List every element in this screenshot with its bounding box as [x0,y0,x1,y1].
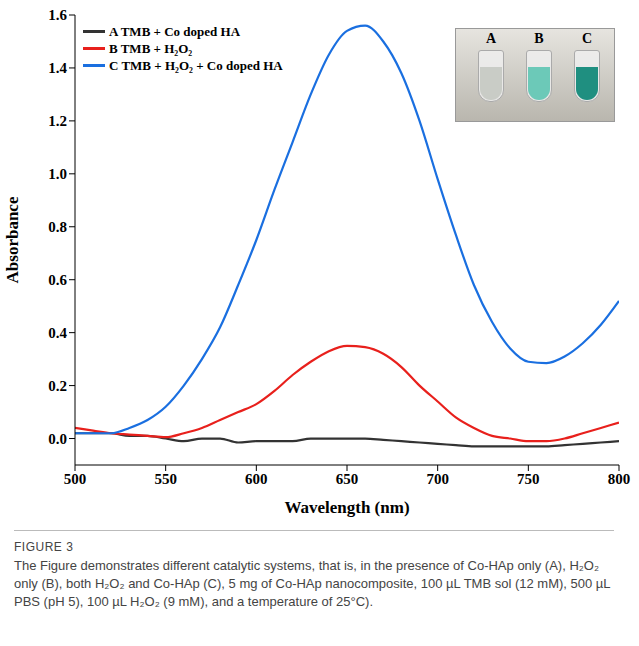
svg-text:1.6: 1.6 [48,7,67,23]
svg-text:0.2: 0.2 [48,378,67,394]
svg-text:0.0: 0.0 [48,431,67,447]
html-text:C TMB + H₂O₂ + Co doped HA: C TMB + H₂O₂ + Co doped HA [109,57,283,73]
svg-text:550: 550 [154,471,177,487]
html-text:FIGURE 3: FIGURE 3 [14,540,74,554]
svg-text:500: 500 [64,471,87,487]
svg-text:Absorbance: Absorbance [3,196,22,283]
html-text:B: B [534,31,544,46]
svg-text:650: 650 [336,471,359,487]
html-text:A TMB + Co doped HA: A TMB + Co doped HA [109,23,241,39]
svg-text:0.4: 0.4 [48,325,67,341]
svg-text:750: 750 [517,471,540,487]
svg-text:Wavelength (nm): Wavelength (nm) [284,498,409,517]
svg-text:800: 800 [608,471,631,487]
svg-text:0.8: 0.8 [48,219,67,235]
svg-text:700: 700 [426,471,449,487]
html-text:The Figure demonstrates differ: The Figure demonstrates different cataly… [14,558,611,609]
svg-text:600: 600 [245,471,268,487]
svg-text:1.2: 1.2 [48,113,67,129]
html-text:B TMB + H₂O₂: B TMB + H₂O₂ [109,40,193,56]
html-text:C: C [581,31,593,46]
svg-text:1.4: 1.4 [48,60,67,76]
svg-text:1.0: 1.0 [48,166,67,182]
svg-text:0.6: 0.6 [48,272,67,288]
html-text:A: A [485,31,497,46]
